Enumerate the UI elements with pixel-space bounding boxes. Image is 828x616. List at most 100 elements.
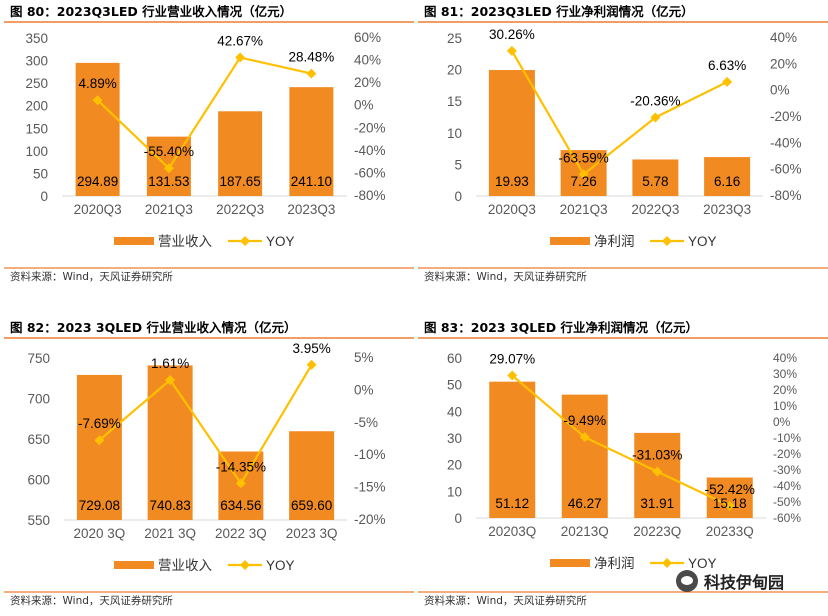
y2-tick-label: 0% <box>354 382 374 397</box>
y2-tick-label: 0% <box>773 415 791 429</box>
x-tick-label: 2022 3Q <box>215 526 267 541</box>
bar <box>704 157 751 196</box>
yoy-value-label: -55.40% <box>144 144 194 159</box>
y2-tick-label: 0% <box>770 83 790 98</box>
legend-line-marker <box>240 560 250 570</box>
chart-80-svg: 图 80：2023Q3LED 行业营业收入情况（亿元） 0 50 100 150 200 2… <box>4 4 414 283</box>
y2-tick-label: -15% <box>354 480 386 495</box>
yoy-point <box>722 76 733 87</box>
legend-line-label: YOY <box>266 558 295 573</box>
bar <box>561 394 608 518</box>
y2-tick-label: -20% <box>354 512 386 527</box>
y2-tick-label: 40% <box>773 351 797 365</box>
chart-title: 图 80：2023Q3LED 行业营业收入情况（亿元） <box>10 4 292 19</box>
bar-value-label: 31.91 <box>640 496 674 511</box>
y-tick-label: 150 <box>25 121 48 136</box>
yoy-value-label: -63.59% <box>558 150 608 165</box>
legend-bar-swatch <box>550 559 590 567</box>
y2-tick-label: 20% <box>773 383 797 397</box>
legend-bar-label: 营业收入 <box>158 558 212 573</box>
legend-line-label: YOY <box>688 234 717 249</box>
yoy-line <box>511 374 731 507</box>
y-tick-label: 40 <box>447 404 462 419</box>
yoy-value-label: -31.03% <box>632 448 682 463</box>
y2-tick-label: -30% <box>773 463 801 477</box>
bar-value-label: 729.08 <box>79 498 120 513</box>
y-tick-label: 0 <box>454 511 462 526</box>
source-text: 资料来源：Wind，天风证券研究所 <box>10 270 173 283</box>
y2-tick-label: 40% <box>770 30 797 45</box>
chart-81-svg: 图 81：2023Q3LED 行业净利润情况（亿元） 0 5 10 15 20 25 -80%… <box>418 4 828 283</box>
bar-value-label: 241.10 <box>291 174 332 189</box>
x-tick-label: 2023Q3 <box>703 202 751 217</box>
y-tick-label: 600 <box>27 473 50 488</box>
x-tick-label: 2023 3Q <box>286 526 338 541</box>
y2-tick-label: -40% <box>354 143 386 158</box>
y-tick-label: 30 <box>447 431 462 446</box>
y2-tick-label: 60% <box>354 30 381 45</box>
legend-bar-label: 净利润 <box>594 556 635 571</box>
bar-value-label: 6.16 <box>714 174 740 189</box>
bar-value-label: 634.56 <box>220 498 261 513</box>
x-tick-label: 2020Q3 <box>74 202 122 217</box>
legend-bar-label: 营业收入 <box>158 234 212 249</box>
y-tick-label: 0 <box>40 189 48 204</box>
y2-tick-label: 0% <box>354 98 374 113</box>
y-tick-label: 250 <box>25 76 48 91</box>
yoy-value-label: 42.67% <box>217 34 263 49</box>
yoy-value-label: 1.61% <box>151 356 189 371</box>
yoy-value-label: -20.36% <box>630 93 680 108</box>
yoy-line <box>510 50 728 177</box>
x-tick-label: 2021 3Q <box>144 526 196 541</box>
y2-tick-label: -60% <box>773 511 801 525</box>
yoy-value-label: 28.48% <box>288 50 334 65</box>
bar <box>289 87 334 196</box>
y2-tick-label: -20% <box>770 109 802 124</box>
yoy-value-label: 30.26% <box>489 27 535 42</box>
legend-line-marker <box>240 236 250 246</box>
y2-tick-label: 10% <box>773 399 797 413</box>
x-tick-label: 20223Q <box>633 524 681 539</box>
yoy-point <box>306 359 317 370</box>
y2-tick-label: -20% <box>773 447 801 461</box>
x-tick-label: 2023Q3 <box>287 202 335 217</box>
y-tick-label: 5 <box>454 157 462 172</box>
yoy-value-label: -9.49% <box>563 413 606 428</box>
chart-title: 图 82：2023 3QLED 行业营业收入情况（亿元） <box>10 320 296 335</box>
y-tick-label: 650 <box>27 432 50 447</box>
y2-tick-label: -20% <box>354 120 386 135</box>
y-tick-label: 100 <box>25 144 48 159</box>
bar-value-label: 15.18 <box>713 496 747 511</box>
legend-line-label: YOY <box>688 556 717 571</box>
bar <box>632 159 679 196</box>
x-tick-label: 20203Q <box>488 524 536 539</box>
y-tick-label: 10 <box>447 126 462 141</box>
y2-tick-label: -50% <box>773 495 801 509</box>
legend-bar-swatch <box>114 561 154 569</box>
bar <box>75 62 120 196</box>
y2-tick-label: -60% <box>354 165 386 180</box>
y-tick-label: 10 <box>447 484 462 499</box>
y2-tick-label: 40% <box>354 53 381 68</box>
x-tick-label: 2021Q3 <box>560 202 608 217</box>
y-tick-label: 15 <box>447 94 462 109</box>
chart-panel-82: 图 82：2023 3QLED 行业营业收入情况（亿元） 550 600 650 700… <box>4 316 414 616</box>
y2-tick-label: 30% <box>773 367 797 381</box>
y-tick-label: 200 <box>25 99 48 114</box>
x-tick-label: 20233Q <box>706 524 754 539</box>
bar-value-label: 5.78 <box>642 174 668 189</box>
y-tick-label: 20 <box>447 458 462 473</box>
y-tick-label: 550 <box>27 513 50 528</box>
yoy-value-label: -14.35% <box>216 459 266 474</box>
y2-tick-label: -80% <box>770 188 802 203</box>
legend-bar-swatch <box>550 237 590 245</box>
yoy-point <box>165 374 176 385</box>
chart-panel-80: 图 80：2023Q3LED 行业营业收入情况（亿元） 0 50 100 150 200 2… <box>4 0 414 300</box>
bar-value-label: 659.60 <box>291 498 332 513</box>
yoy-value-label: 29.07% <box>489 351 535 366</box>
legend-bar-label: 净利润 <box>594 234 635 249</box>
yoy-point <box>507 370 518 381</box>
bar-value-label: 131.53 <box>148 174 189 189</box>
source-text: 资料来源：Wind，天风证券研究所 <box>10 594 173 607</box>
yoy-line <box>98 364 313 486</box>
